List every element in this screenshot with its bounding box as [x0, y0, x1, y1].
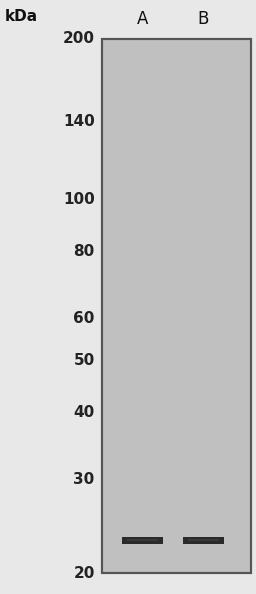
Text: 30: 30 [73, 472, 95, 486]
Bar [127, 539, 158, 542]
Text: 20: 20 [73, 565, 95, 581]
Text: B: B [198, 10, 209, 28]
Text: 60: 60 [73, 311, 95, 326]
Text: A: A [137, 10, 148, 28]
Text: 100: 100 [63, 192, 95, 207]
Text: 140: 140 [63, 114, 95, 129]
Text: 50: 50 [73, 353, 95, 368]
Text: 80: 80 [73, 244, 95, 259]
Text: 40: 40 [73, 405, 95, 420]
Text: 200: 200 [63, 31, 95, 46]
Bar [188, 539, 219, 542]
Bar [102, 39, 251, 573]
Bar [102, 39, 251, 573]
Text: kDa: kDa [5, 9, 38, 24]
Bar [183, 537, 224, 544]
Bar [122, 537, 163, 544]
